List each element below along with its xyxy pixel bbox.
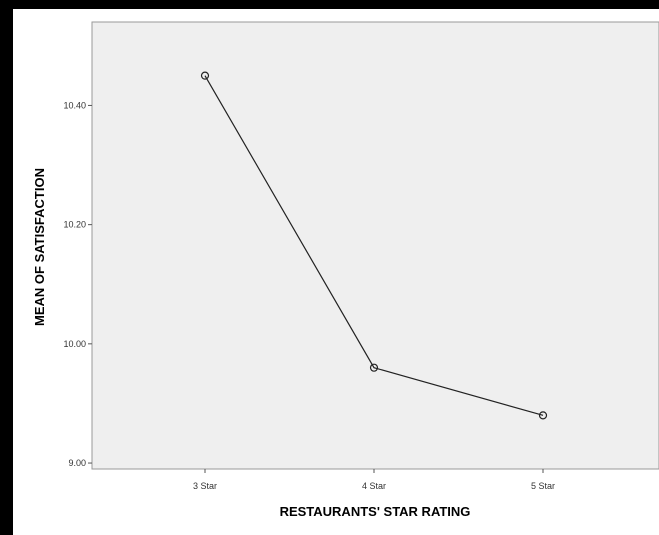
y-tick-label: 9.00 [68,458,86,468]
series-markers [200,71,548,420]
y-axis: 9.00 10.00 10.20 10.40 [63,100,92,468]
data-point-marker [369,363,379,372]
data-point-marker [538,411,548,420]
x-tick-label: 5 Star [531,481,555,491]
frame-top-border [0,0,659,9]
y-tick-label: 10.00 [63,339,86,349]
plot-area [91,21,659,470]
y-tick-label: 10.40 [63,100,86,110]
x-tick-label: 3 Star [193,481,217,491]
x-tick-label: 4 Star [362,481,386,491]
frame-left-border [0,0,13,535]
x-axis: 3 Star 4 Star 5 Star [193,469,555,491]
y-tick-label: 10.20 [63,220,86,230]
y-axis-title: MEAN OF SATISFACTION [32,168,47,326]
series-line [204,75,544,416]
x-axis-title: RESTAURANTS' STAR RATING [280,504,471,519]
data-point-marker [200,71,210,80]
